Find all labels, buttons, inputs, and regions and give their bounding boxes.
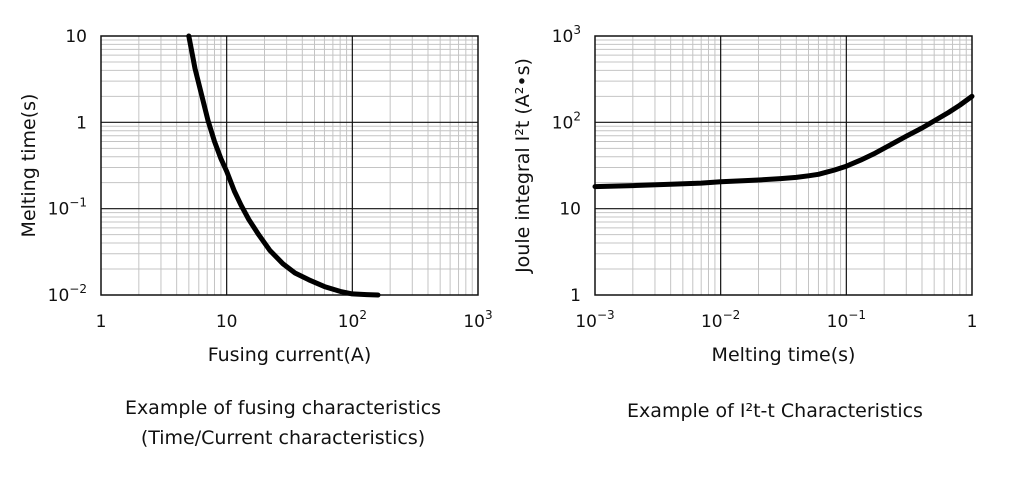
chart1-caption-line1: Example of fusing characteristics bbox=[124, 397, 442, 419]
y-tick-label: 103 bbox=[552, 23, 581, 47]
major-grid bbox=[595, 36, 972, 295]
x-tick-label: 10−3 bbox=[575, 308, 614, 332]
y-tick-label: 102 bbox=[552, 109, 581, 133]
y-tick-label: 10 bbox=[65, 27, 87, 47]
y-tick-label: 10−2 bbox=[48, 282, 87, 306]
y-axis-label: Joule integral I²t (A²•s) bbox=[512, 58, 534, 274]
series-line bbox=[186, 33, 381, 298]
x-tick-label: 1 bbox=[96, 312, 107, 332]
plot-frame bbox=[100, 35, 479, 296]
x-axis-label: Melting time(s) bbox=[712, 344, 856, 366]
x-tick-label: 10−2 bbox=[701, 308, 740, 332]
x-tick-label: 1 bbox=[967, 312, 978, 332]
chart-2: 10−3 10−2 10−1 1 1 10 102 103 Melting time(s) Jou… bbox=[512, 23, 977, 366]
major-grid bbox=[101, 36, 478, 295]
x-axis-label: Fusing current(A) bbox=[208, 344, 372, 366]
x-tick-label: 103 bbox=[463, 308, 492, 332]
series-line bbox=[592, 93, 975, 190]
chart-1: 1 10 102 103 10−2 10−1 1 10 Fusing current(A) Mel… bbox=[18, 27, 493, 366]
y-tick-label: 1 bbox=[570, 286, 581, 306]
x-tick-label: 10−1 bbox=[827, 308, 866, 332]
chart1-caption: Example of fusing characteristics (Time/… bbox=[73, 393, 493, 453]
chart1-caption-line2: (Time/Current characteristics) bbox=[140, 427, 426, 449]
chart2-caption: Example of I²t-t Characteristics bbox=[560, 396, 990, 426]
x-tick-label: 102 bbox=[338, 308, 367, 332]
minor-grid bbox=[101, 36, 478, 295]
y-tick-label: 1 bbox=[76, 113, 87, 133]
y-tick-label: 10 bbox=[559, 200, 581, 220]
plot-frame bbox=[594, 35, 973, 296]
y-tick-label: 10−1 bbox=[48, 196, 87, 220]
minor-grid bbox=[595, 36, 972, 295]
y-axis-label: Melting time(s) bbox=[18, 94, 40, 238]
x-tick-label: 10 bbox=[216, 312, 238, 332]
chart2-caption-line1: Example of I²t-t Characteristics bbox=[627, 400, 923, 422]
